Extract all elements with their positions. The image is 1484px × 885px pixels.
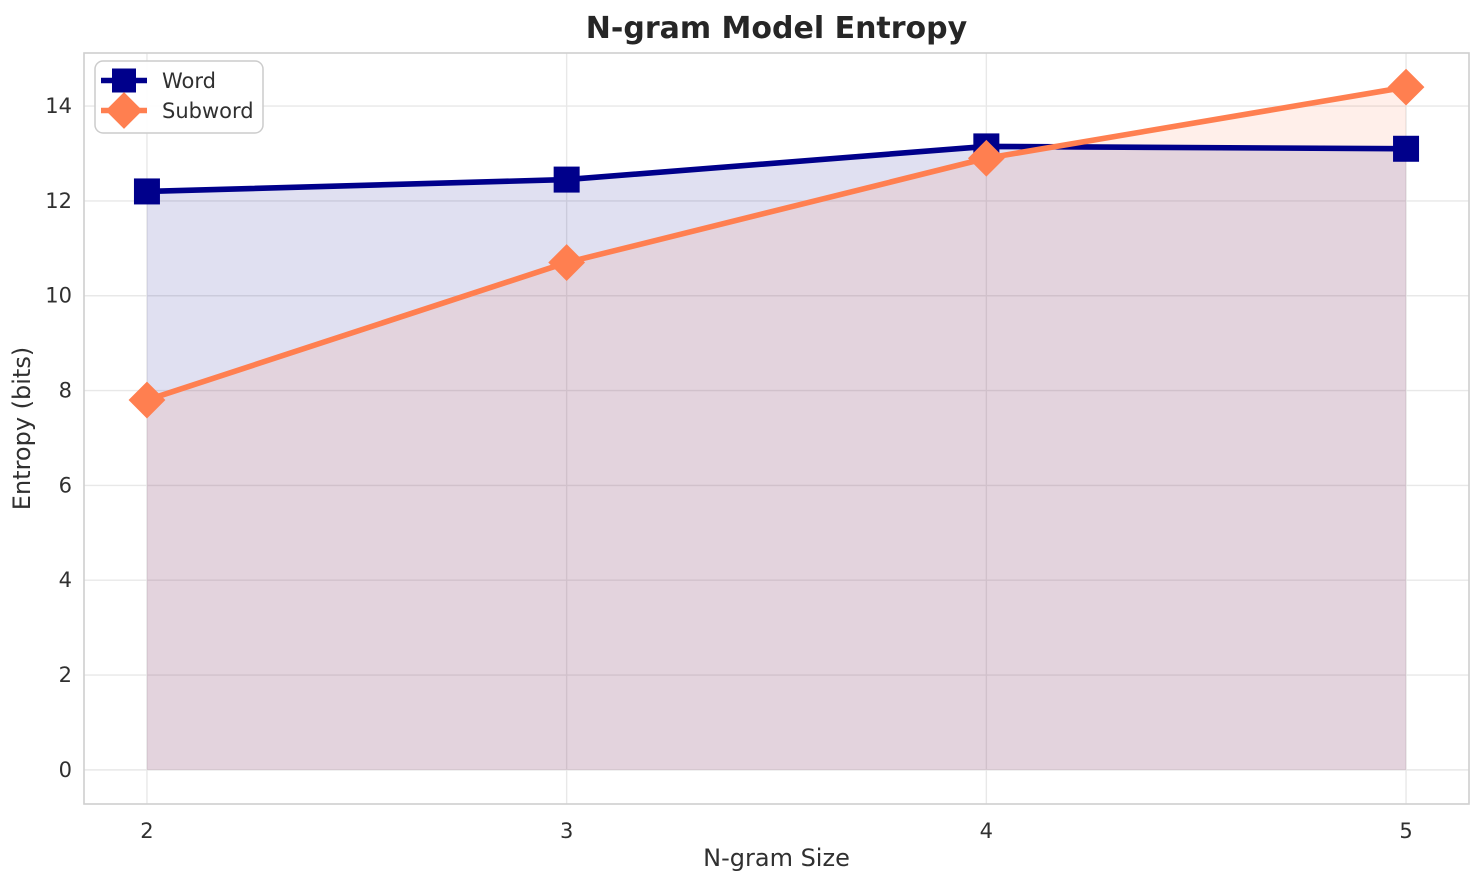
diamond-marker-subword xyxy=(1387,68,1425,106)
y-axis-label: Entropy (bits) xyxy=(8,347,36,510)
y-tick-label: 2 xyxy=(59,663,72,687)
diamond-marker-subword xyxy=(967,139,1005,177)
legend-item-subword: Subword xyxy=(101,92,254,129)
axes-frame xyxy=(83,52,1470,805)
chart-title: N-gram Model Entropy xyxy=(586,11,968,46)
x-tick-label: 5 xyxy=(1399,819,1412,843)
y-tick-label: 6 xyxy=(59,473,72,497)
series-word xyxy=(133,133,1420,205)
y-tick-label: 0 xyxy=(59,758,72,782)
y-tick-label: 4 xyxy=(59,568,72,592)
series-fill-word xyxy=(146,146,1407,770)
y-tick-label: 10 xyxy=(45,284,72,308)
x-axis-label: N-gram Size xyxy=(703,844,850,872)
series-line-subword xyxy=(146,84,1407,403)
y-tick-label: 8 xyxy=(59,379,72,403)
legend-item-word: Word xyxy=(101,68,216,93)
series-fill-subword xyxy=(146,87,1407,770)
series-line-word xyxy=(146,143,1407,195)
legend-diamond-marker xyxy=(105,92,143,129)
legend: Word Subword xyxy=(94,60,264,134)
square-marker-word xyxy=(553,166,580,193)
legend-label: Subword xyxy=(162,99,254,123)
square-marker-word xyxy=(133,178,160,205)
diamond-marker-subword xyxy=(128,381,166,419)
square-marker-word xyxy=(1393,135,1420,162)
gridlines xyxy=(84,53,1469,804)
x-tick-label: 3 xyxy=(560,819,573,843)
x-tick-label: 2 xyxy=(140,819,153,843)
x-tick-label: 4 xyxy=(980,819,993,843)
y-tick-label: 12 xyxy=(45,189,72,213)
y-tick-label: 14 xyxy=(45,94,72,118)
legend-square-marker xyxy=(112,68,136,93)
legend-label: Word xyxy=(162,69,216,93)
